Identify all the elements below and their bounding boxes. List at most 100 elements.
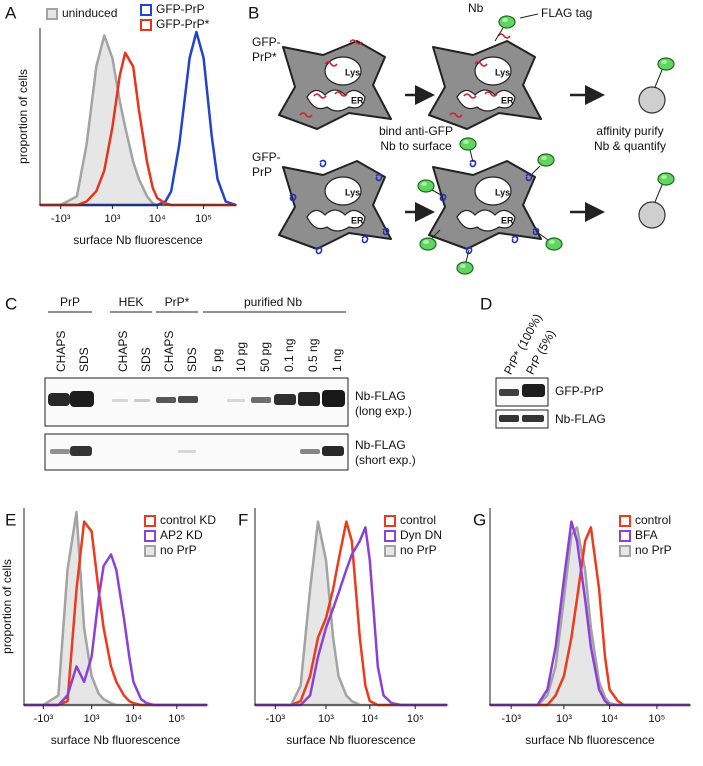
legend-label: AP2 KD <box>160 528 203 542</box>
x-tick-label: 10⁴ <box>361 713 378 725</box>
nb-label: Nb <box>468 1 484 15</box>
blot <box>44 433 349 471</box>
organelle-label: ER <box>501 215 514 225</box>
x-tick-label: 10⁵ <box>195 213 212 225</box>
x-tick-label: -10³ <box>266 713 286 725</box>
blot-label: (short exp.) <box>355 453 416 467</box>
legend-label: uninduced <box>62 6 117 20</box>
tag-label: FLAG tag <box>541 6 592 20</box>
panel-label: F <box>238 510 248 529</box>
legend-label: GFP-PrP <box>156 2 205 16</box>
lane-label: 0.5 ng <box>306 339 320 372</box>
lane-label: SDS <box>185 347 199 372</box>
x-tick-label: 10³ <box>84 713 100 725</box>
x-tick-label: -10³ <box>501 713 521 725</box>
cell-label: PrP <box>252 165 272 179</box>
organelle-label: Lys <box>345 67 360 77</box>
cell <box>278 40 392 130</box>
x-tick-label: 10⁵ <box>649 713 666 725</box>
panel-b: B GFP- PrP* GFP- PrP Lys ER Lys ER Lys E… <box>248 1 675 275</box>
legend-swatch <box>384 545 396 557</box>
panel-label: D <box>480 294 492 313</box>
blot-label: Nb-FLAG <box>355 438 406 452</box>
legend-label: no PrP <box>160 543 197 557</box>
legend-swatch <box>144 515 156 527</box>
legend-label: control KD <box>160 513 216 527</box>
x-tick-label: 10³ <box>318 713 334 725</box>
legend-swatch <box>46 8 58 20</box>
x-axis-label: surface Nb fluorescence <box>286 733 416 747</box>
lane-label: 0.1 ng <box>282 339 296 372</box>
organelle-label: ER <box>351 95 364 105</box>
bands <box>499 384 545 422</box>
x-tick-label: 10³ <box>104 213 120 225</box>
y-axis-label: proportion of cells <box>0 559 14 654</box>
organelle-label: ER <box>501 95 514 105</box>
cell-label: GFP- <box>252 150 281 164</box>
legend-swatch <box>140 4 152 16</box>
panel-c: C PrP HEK PrP* purified Nb CHAPS SDS CHAPS… <box>5 294 416 471</box>
legend-swatch <box>619 530 631 542</box>
legend-swatch <box>144 530 156 542</box>
lane-label: SDS <box>139 347 153 372</box>
step-label: affinity purify <box>596 124 663 138</box>
organelle-label: Lys <box>495 67 510 77</box>
lane-label: 50 pg <box>258 342 272 372</box>
organelle-label: Lys <box>345 187 360 197</box>
legend-swatch <box>619 545 631 557</box>
panel-label: C <box>5 294 17 313</box>
lane-label: 10 pg <box>234 342 248 372</box>
panel-label: A <box>5 3 17 22</box>
x-tick-label: 10⁴ <box>125 713 142 725</box>
legend-swatch <box>384 515 396 527</box>
panel-label: E <box>5 510 16 529</box>
x-tick-label: 10⁴ <box>601 713 618 725</box>
y-axis-label: proportion of cells <box>16 69 30 164</box>
lane-label: 5 pg <box>210 349 224 372</box>
bead <box>638 57 675 229</box>
panel-label: B <box>248 3 259 22</box>
lane-label: CHAPS <box>54 331 68 372</box>
x-tick-label: -10³ <box>34 713 54 725</box>
arrows <box>405 85 605 222</box>
legend-swatch <box>140 19 152 31</box>
step-label: bind anti-GFP <box>379 124 453 138</box>
lane-label: CHAPS <box>162 331 176 372</box>
organelle-label: Lys <box>495 187 510 197</box>
nanobody <box>417 15 563 275</box>
legend-swatch <box>619 515 631 527</box>
group-label: PrP* <box>165 295 190 309</box>
x-tick-label: 10⁵ <box>407 713 424 725</box>
bands <box>48 390 345 456</box>
legend-swatch <box>144 545 156 557</box>
blot-label: Nb-FLAG <box>355 389 406 403</box>
lane-label: 1 ng <box>330 349 344 372</box>
step-label: Nb to surface <box>380 139 452 153</box>
cell <box>428 160 542 250</box>
panel-label: G <box>473 510 486 529</box>
cell-label: GFP- <box>252 35 281 49</box>
legend-label: no PrP <box>635 543 672 557</box>
x-axis-label: surface Nb fluorescence <box>73 233 203 247</box>
legend-label: control <box>400 513 436 527</box>
legend-label: Dyn DN <box>400 528 442 542</box>
x-tick-label: 10⁵ <box>168 713 185 725</box>
legend-label: control <box>635 513 671 527</box>
legend-label: no PrP <box>400 543 437 557</box>
cell-label: PrP* <box>252 50 277 64</box>
group-label: HEK <box>119 295 144 309</box>
organelle-label: ER <box>351 215 364 225</box>
step-label: Nb & quantify <box>594 139 666 153</box>
legend-swatch <box>384 530 396 542</box>
cell <box>428 40 542 130</box>
legend-label: GFP-PrP* <box>156 17 210 31</box>
x-tick-label: -10³ <box>51 213 71 225</box>
cell <box>278 160 392 250</box>
lane-label: SDS <box>77 347 91 372</box>
legend-label: BFA <box>635 528 658 542</box>
x-axis-label: surface Nb fluorescence <box>525 733 655 747</box>
panel-d: D PrP* (100%) PrP (5%) GFP-PrP Nb-FLAG <box>480 294 606 429</box>
x-tick-label: 10³ <box>556 713 572 725</box>
histogram <box>38 34 238 207</box>
x-axis-label: surface Nb fluorescence <box>51 733 181 747</box>
